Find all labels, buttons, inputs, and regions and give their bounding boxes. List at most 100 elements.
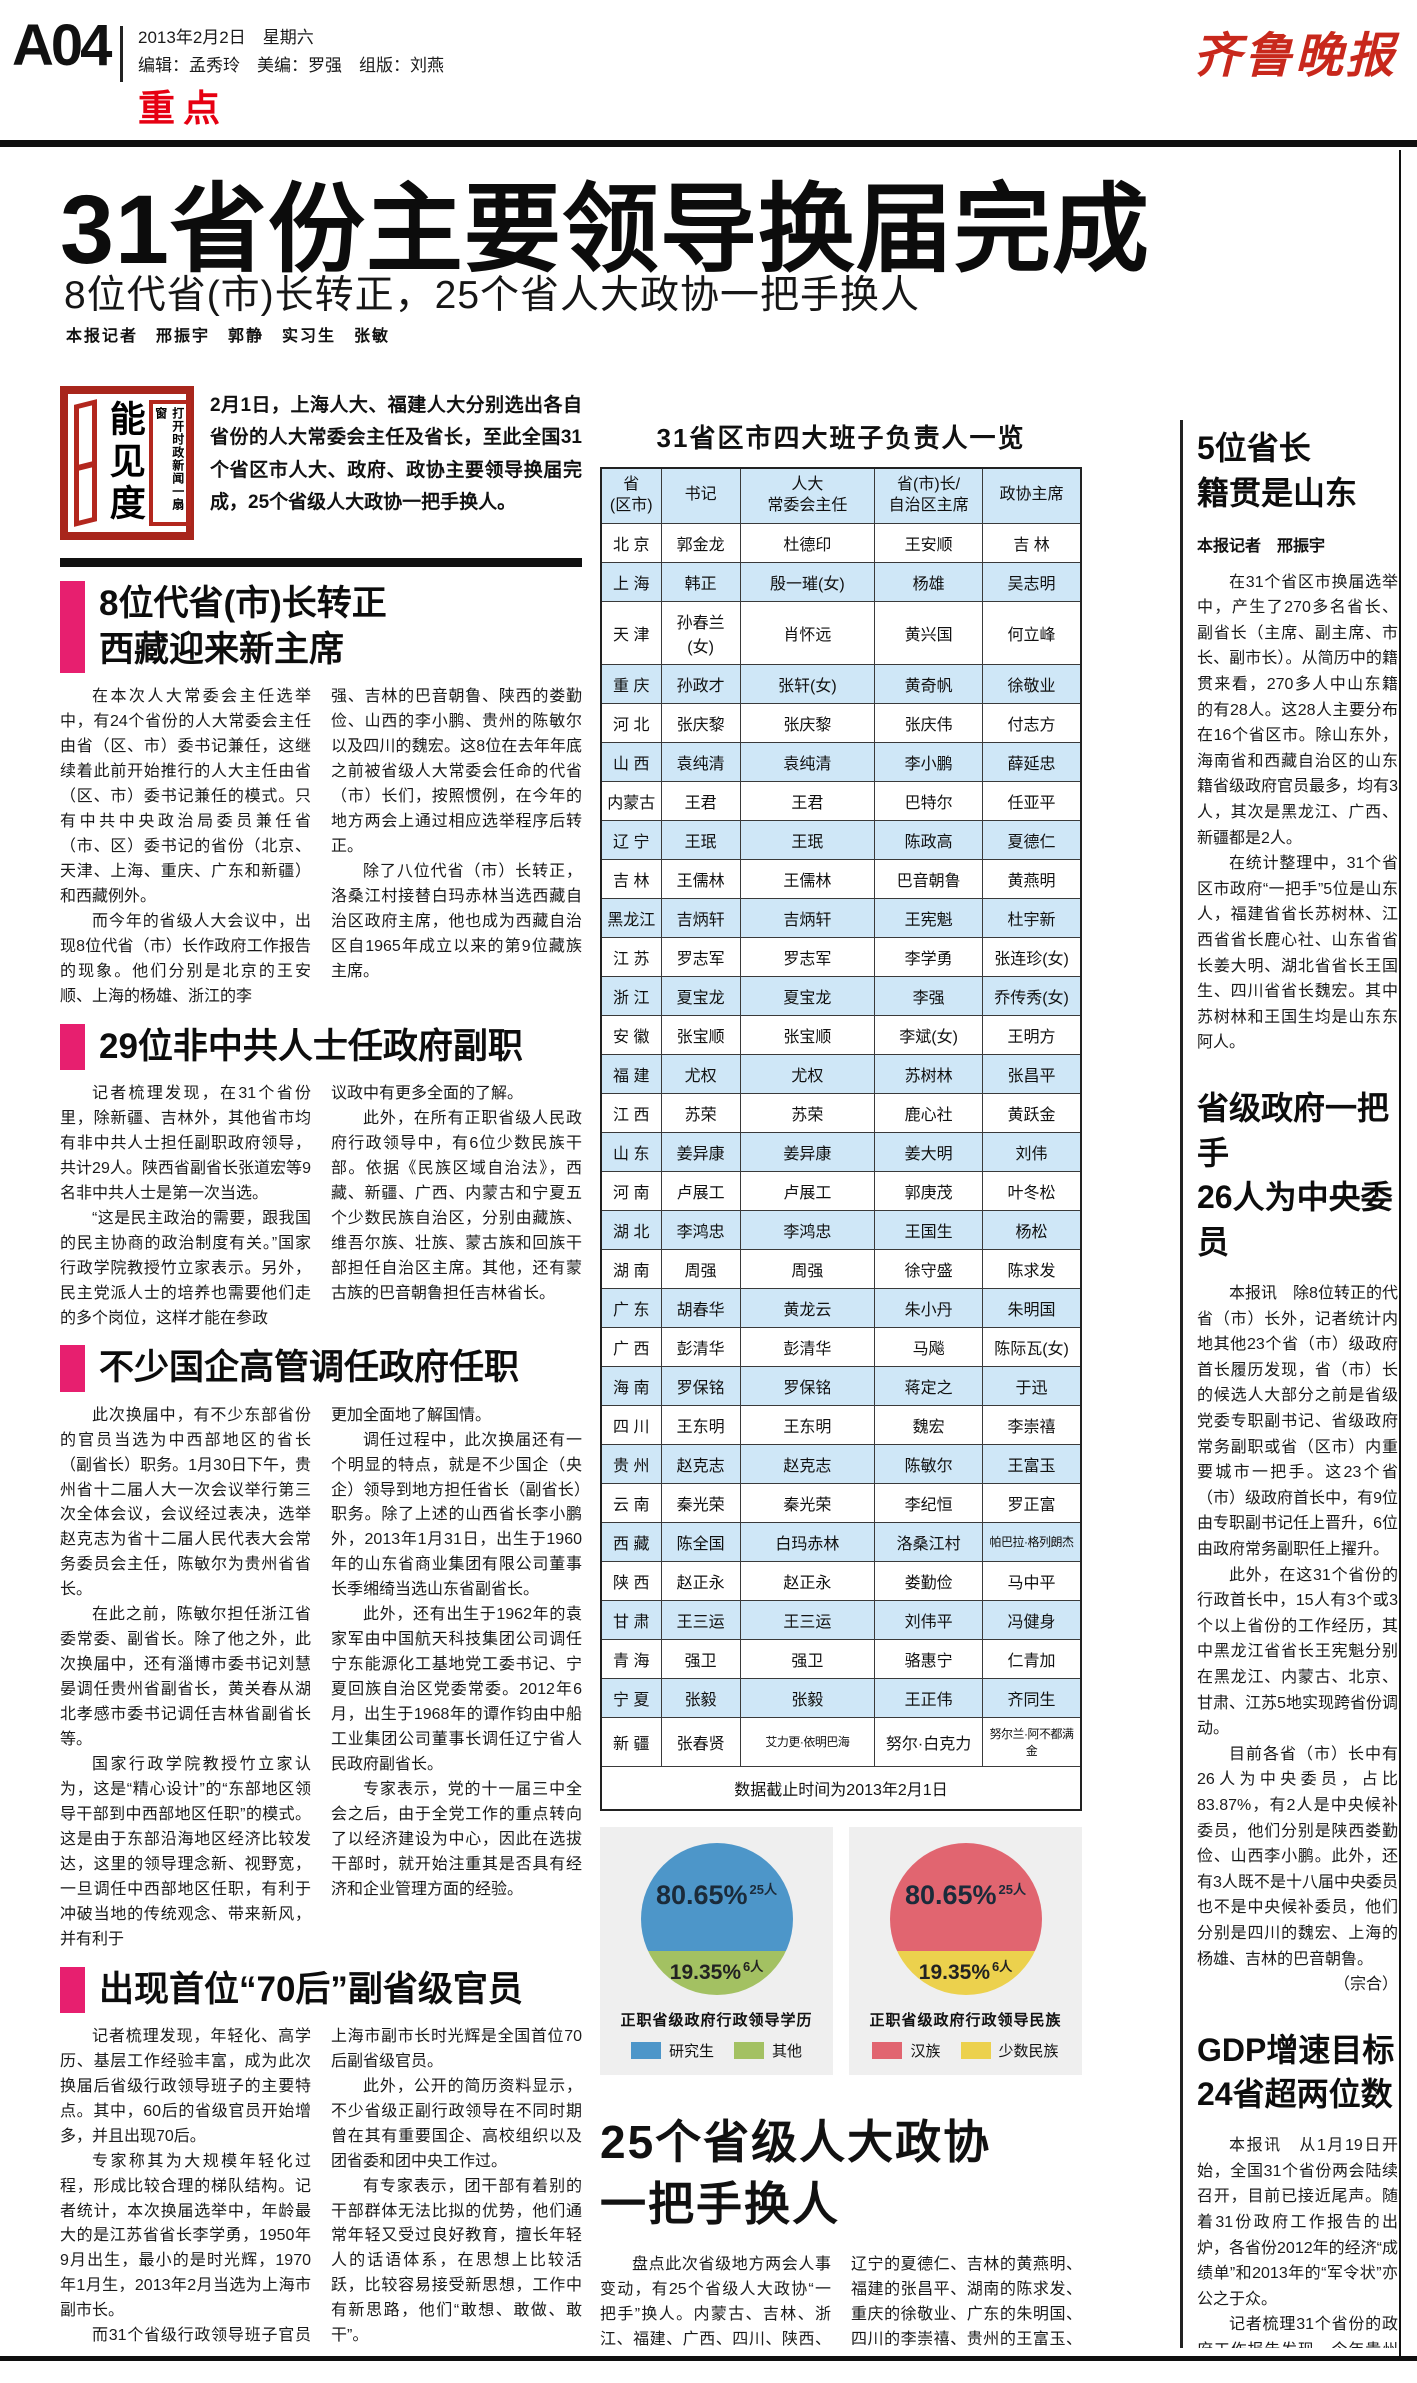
province-cell: 西 藏 xyxy=(600,1521,662,1562)
name-cell: 李鸿忠 xyxy=(739,1209,876,1250)
name-cell: 苏荣 xyxy=(660,1092,741,1133)
name-cell: 袁纯清 xyxy=(660,741,741,782)
article-title: GDP增速目标 24省超两位数 xyxy=(1197,2031,1395,2113)
table-row: 内蒙古 王君 王君 巴特尔 任亚平 xyxy=(600,780,1082,821)
table-header: 省 (区市) 书记 人大 常委会主任 省(市)长/自治区主席 政协主席 xyxy=(600,467,1082,524)
paragraph: 而31个省级行政领导班子官员中，平均年龄57.7岁。正职省长（市长、自治区主席）… xyxy=(92,2327,311,2345)
name-cell: 杨雄 xyxy=(874,561,984,602)
table-row: 吉 林王儒林 王儒林 巴音朝鲁 黄燕明 xyxy=(600,858,1082,899)
name-cell: 罗保铭 xyxy=(660,1365,741,1406)
header-meta: 2013年2月2日 星期六 编辑：孟秀玲 美编：罗强 组版：刘燕 xyxy=(138,24,444,80)
name-cell: 仁青加 xyxy=(982,1638,1082,1679)
province-cell: 云 南 xyxy=(600,1482,662,1523)
table-row: 海 南罗保铭 罗保铭 蒋定之 于迅 xyxy=(600,1365,1082,1406)
name-cell: 郭庚茂 xyxy=(874,1170,984,1211)
pie-label-minor: 19.35% 6人 xyxy=(669,1958,764,1984)
table-row: 江 苏罗志军 罗志军 李学勇 张连珍(女) xyxy=(600,936,1082,977)
paragraph: 此次换届中，有不少东部省份的官员当选为中西部地区的省长（副省长）职务。1月30日… xyxy=(60,1406,311,1599)
name-cell: 王珉 xyxy=(739,819,876,860)
name-cell: 朱明国 xyxy=(982,1287,1082,1328)
leaders-table: 省 (区市) 书记 人大 常委会主任 省(市)长/自治区主席 政协主席 北 京郭金龙 杜德印王… xyxy=(600,467,1082,1811)
text-column: 更加全面地了解国情。 调任过程中，此次换届还有一个明显的特点，就是不少国企（央企）… xyxy=(331,1404,582,1953)
column-header: 书记 xyxy=(660,467,741,524)
name-cell: 鹿心社 xyxy=(874,1092,984,1133)
name-cell: 王东明 xyxy=(660,1404,741,1445)
text-column: 此次换届中，有不少东部省份的官员当选为中西部地区的省长（副省长）职务。1月30日… xyxy=(60,1404,311,1953)
name-cell: 陈求发 xyxy=(982,1248,1082,1289)
section-heading: 出现首位“70后”副省级官员 xyxy=(60,1966,582,2013)
top-rule xyxy=(0,140,1417,147)
name-cell: 徐守盛 xyxy=(874,1248,984,1289)
name-cell: 王儒林 xyxy=(660,858,741,899)
header-divider xyxy=(120,26,123,82)
province-cell: 重 庆 xyxy=(600,663,662,704)
name-cell: 陈全国 xyxy=(660,1521,741,1562)
pie-label-major: 80.65% 25人 xyxy=(904,1879,1027,1910)
province-cell: 甘 肃 xyxy=(600,1599,662,1640)
name-cell: 强卫 xyxy=(660,1638,741,1679)
name-cell: 王富玉 xyxy=(982,1443,1082,1484)
intro-text: 2月1日，上海人大、福建人大分别选出各自省份的人大常委会主任及省长，至此全国31… xyxy=(210,395,582,513)
name-cell: 李纪恒 xyxy=(874,1482,984,1523)
province-cell: 海 南 xyxy=(600,1365,662,1406)
legend-label: 少数民族 xyxy=(998,2042,1059,2060)
name-cell: 孙春兰(女) xyxy=(660,600,741,665)
right-border xyxy=(1399,150,1401,2358)
province-cell: 新 疆 xyxy=(600,1716,662,1767)
paragraph: 此外，还有出生于1962年的袁家军由中国航天科技集团公司调任宁东能源化工基地党工… xyxy=(331,1606,582,1774)
province-cell: 广 西 xyxy=(600,1326,662,1367)
table-row: 北 京郭金龙 杜德印 王安顺吉 林 xyxy=(600,522,1082,563)
name-cell: 孙政才 xyxy=(660,663,741,704)
name-cell: 李崇禧 xyxy=(982,1404,1082,1445)
name-cell: 王安顺 xyxy=(874,522,984,563)
name-cell: 王国生 xyxy=(874,1209,984,1250)
province-cell: 四 川 xyxy=(600,1404,662,1445)
section-label: 重点 xyxy=(138,88,228,129)
paragraph: 辽宁的夏德仁、吉林的黄燕明、福建的张昌平、湖南的陈求发、重庆的徐敬业、广东的朱明… xyxy=(851,2255,1082,2348)
name-cell: 姜异康 xyxy=(660,1131,741,1172)
section-columns: 在本次人大常委会主任选举中，有24个省份的人大常委会主任由省（区、市）委书记兼任… xyxy=(60,685,582,1009)
pie-cards: 80.65% 25人 19.35% 6人 正职省级政府行政领导学历 研究生 其他 80.65%… xyxy=(600,1826,1082,2075)
paragraph: 更加全面地了解国情。 xyxy=(331,1406,492,1424)
name-cell: 乔传秀(女) xyxy=(982,975,1082,1016)
name-cell: 韩正 xyxy=(660,561,741,602)
legend-swatch xyxy=(872,2041,903,2059)
name-cell: 张庆黎 xyxy=(739,702,876,743)
page-number: A04 xyxy=(12,13,112,78)
name-cell: 吉炳轩 xyxy=(660,897,741,938)
paragraph: 盘点此次省级地方两会人事变动，有25个省级人大政协“一把手”换人。内蒙古、吉林、… xyxy=(600,2255,831,2348)
paragraph: （宗合） xyxy=(1333,1976,1398,1994)
name-cell: 夏德仁 xyxy=(982,819,1082,860)
pie-label-minor: 19.35% 6人 xyxy=(918,1958,1013,1984)
table-row: 天 津孙春兰(女) 肖怀远 黄兴国 何立峰 xyxy=(600,600,1082,665)
name-cell: 强卫 xyxy=(739,1638,876,1679)
table-row: 广 西彭清华 彭清华 马飚 陈际瓦(女) xyxy=(600,1326,1082,1367)
name-cell: 白玛赤林 xyxy=(739,1521,876,1562)
left-column: 能见度 打开时政新闻一扇窗 2月1日，上海人大、福建人大分别选出各自省份的人大常… xyxy=(60,352,582,2348)
name-cell: 胡春华 xyxy=(660,1287,741,1328)
column-header: 省(市)长/自治区主席 xyxy=(874,467,984,524)
name-cell: 魏宏 xyxy=(874,1404,984,1445)
name-cell: 罗志军 xyxy=(739,936,876,977)
name-cell: 王正伟 xyxy=(874,1677,984,1718)
pie-count-minor: 6人 xyxy=(743,1958,764,1974)
section-title: 29位非中共人士任政府副职 xyxy=(99,1026,523,1066)
province-cell: 黑龙江 xyxy=(600,897,662,938)
province-cell: 福 建 xyxy=(600,1053,662,1094)
article-title: 5位省长 籍贯是山东 xyxy=(1197,430,1358,511)
paragraph: 目前各省（市）长中有26人为中央委员，占比83.87%，有2人是中央候补委员，他… xyxy=(1197,1745,1398,1968)
text-column: 记者梳理发现，在31个省份里，除新疆、吉林外，其他省市均有非中共人士担任副职政府… xyxy=(60,1082,311,1332)
table-row: 山 东姜异康 姜异康 姜大明 刘伟 xyxy=(600,1131,1082,1172)
column-header: 人大 常委会主任 xyxy=(739,467,876,524)
name-cell: 王珉 xyxy=(660,819,741,860)
paragraph: 强、吉林的巴音朝鲁、陕西的娄勤俭、山西的李小鹏、贵州的陈敏尔以及四川的魏宏。这8… xyxy=(331,688,582,856)
table-row: 云 南秦光荣 秦光荣 李纪恒 罗正富 xyxy=(600,1482,1082,1523)
name-cell: 赵正永 xyxy=(739,1560,876,1601)
name-cell: 付志方 xyxy=(982,702,1082,743)
pie-count-major: 25人 xyxy=(749,1881,778,1897)
pie-card: 80.65% 25人 19.35% 6人 正职省级政府行政领导民族 汉族 少数民族 xyxy=(849,1826,1082,2075)
stamp-title: 能见度 xyxy=(104,400,146,526)
name-cell: 秦光荣 xyxy=(739,1482,876,1523)
paragraph: “这是民主政治的需要，跟我国的民主协商的政治制度有关。”国家行政学院教授竹立家表… xyxy=(60,1209,311,1327)
pie-label-major: 80.65% 25人 xyxy=(655,1879,778,1910)
